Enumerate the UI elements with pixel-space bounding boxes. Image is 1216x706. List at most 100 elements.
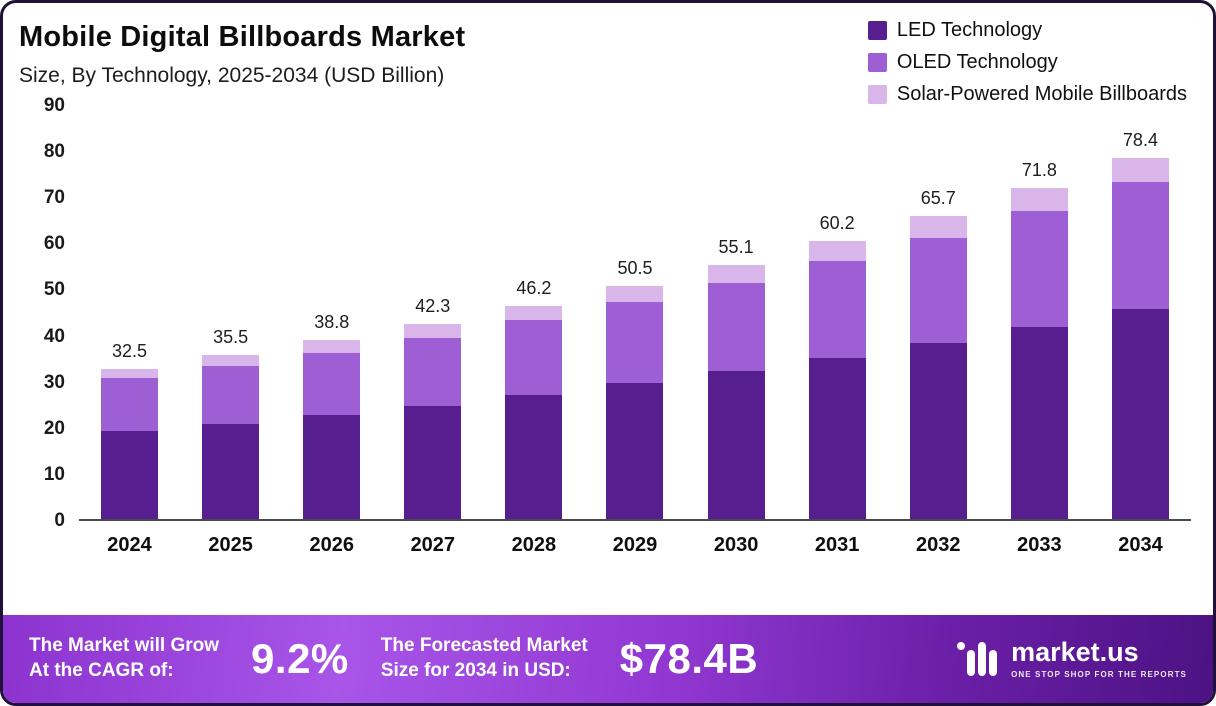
brand-tagline: ONE STOP SHOP FOR THE REPORTS <box>1011 670 1187 679</box>
bar-segment <box>808 241 866 262</box>
bar-group: 50.5 <box>584 258 685 519</box>
bar-segment <box>1111 308 1169 519</box>
chart-subtitle: Size, By Technology, 2025-2034 (USD Bill… <box>19 64 445 87</box>
y-tick-label: 60 <box>43 233 65 255</box>
bar-segment <box>505 320 563 395</box>
plot-column: 32.5 35.5 38.8 42.3 46.2 50.5 55.1 60.2 65.7 71.8… <box>79 106 1191 557</box>
brand-name: market.us <box>1011 637 1139 667</box>
bar-segment <box>1111 182 1169 309</box>
bar-segment <box>1010 187 1068 211</box>
bar-group: 78.4 <box>1090 129 1191 519</box>
bar-group: 42.3 <box>382 296 483 519</box>
bar-segment <box>909 343 967 519</box>
stacked-bar <box>101 369 159 519</box>
bar-segment <box>1111 157 1169 183</box>
bar-segment <box>303 352 361 416</box>
legend-item: LED Technology <box>867 19 1187 42</box>
x-tick-label: 2030 <box>713 534 759 556</box>
brand-logo: market.us ONE STOP SHOP FOR THE REPORTS <box>955 636 1187 682</box>
bar-segment <box>202 366 260 425</box>
y-tick-label: 70 <box>43 187 65 209</box>
brand-text: market.us ONE STOP SHOP FOR THE REPORTS <box>1011 637 1187 680</box>
bar-group: 38.8 <box>281 312 382 519</box>
bar-group: 32.5 <box>79 341 180 519</box>
bar-segment <box>404 337 462 407</box>
bar-segment <box>707 371 765 519</box>
y-tick-label: 0 <box>54 510 65 531</box>
x-tick-label: 2031 <box>814 534 860 556</box>
bar-segment <box>707 264 765 283</box>
cagr-value: 9.2% <box>251 635 349 682</box>
bar-segment <box>909 216 967 238</box>
stats-footer: The Market will Grow At the CAGR of: 9.2… <box>3 615 1213 703</box>
bar-value-label: 32.5 <box>112 341 148 362</box>
y-tick-label: 20 <box>43 417 65 439</box>
chart-header: Mobile Digital Billboards Market Size, B… <box>3 3 1213 105</box>
bar-group: 35.5 <box>180 327 281 519</box>
plot-area: 32.5 35.5 38.8 42.3 46.2 50.5 55.1 60.2 65.7 71.8… <box>79 106 1191 521</box>
x-tick-label: 2026 <box>309 534 354 556</box>
legend: LED Technology OLED Technology Solar-Power… <box>867 19 1187 106</box>
stacked-bar <box>909 216 967 519</box>
bar-segment <box>505 394 563 519</box>
bar-segment <box>505 305 563 321</box>
bar-segment <box>606 286 664 303</box>
forecast-value: $78.4B <box>619 635 759 682</box>
bar-segment <box>303 340 361 353</box>
stacked-bar <box>1010 187 1068 519</box>
stacked-bar <box>202 355 260 519</box>
bar-segment <box>101 431 159 519</box>
bar-segment <box>202 424 260 519</box>
bar-segment <box>707 282 765 372</box>
bar-segment <box>1010 326 1068 519</box>
bar-group: 65.7 <box>888 188 989 519</box>
stacked-bar <box>1111 157 1169 519</box>
y-tick-label: 50 <box>43 279 65 301</box>
y-tick-label: 80 <box>43 141 65 163</box>
legend-label: Solar-Powered Mobile Billboards <box>896 83 1187 105</box>
x-tick-label: 2033 <box>1017 534 1062 556</box>
legend-swatch-icon <box>867 53 887 72</box>
y-tick-label: 30 <box>43 371 65 393</box>
bar-value-label: 65.7 <box>920 188 956 209</box>
bar-value-label: 42.3 <box>415 295 451 316</box>
stacked-bar <box>404 323 462 519</box>
bar-segment <box>606 302 664 384</box>
forecast-label: The Forecasted Market Size for 2034 in U… <box>380 635 588 681</box>
legend-swatch-icon <box>867 85 887 104</box>
marketus-icon <box>957 642 998 676</box>
bar-group: 71.8 <box>989 160 1090 519</box>
x-tick-label: 2029 <box>612 534 658 556</box>
bar-segment <box>303 415 361 519</box>
bar-value-label: 78.4 <box>1122 129 1158 150</box>
bar-group: 60.2 <box>787 213 888 519</box>
cagr-label: The Market will Grow At the CAGR of: <box>29 635 220 681</box>
bar-segment <box>101 369 159 379</box>
legend-item: OLED Technology <box>867 51 1187 74</box>
bar-value-label: 38.8 <box>314 312 350 333</box>
stacked-bar <box>707 264 765 519</box>
x-tick-label: 2025 <box>208 534 253 556</box>
legend-item: Solar-Powered Mobile Billboards <box>867 83 1187 106</box>
legend-swatch-icon <box>867 21 887 40</box>
legend-label: LED Technology <box>896 19 1043 41</box>
bar-segment <box>404 406 462 519</box>
stacked-bar <box>505 305 563 519</box>
chart-title: Mobile Digital Billboards Market <box>19 21 466 53</box>
bar-value-label: 55.1 <box>718 236 754 257</box>
x-tick-label: 2024 <box>107 534 152 556</box>
y-tick-label: 90 <box>43 95 65 116</box>
x-tick-label: 2032 <box>916 534 961 556</box>
bar-segment <box>909 237 967 344</box>
bar-segment <box>808 261 866 359</box>
bar-segment <box>202 355 260 367</box>
bar-segment <box>808 358 866 519</box>
y-tick-label: 40 <box>43 325 65 347</box>
bar-value-label: 50.5 <box>617 258 653 279</box>
bar-segment <box>606 383 664 519</box>
bar-segment <box>404 323 462 338</box>
bar-value-label: 60.2 <box>819 213 855 234</box>
stacked-bar <box>303 340 361 519</box>
bar-segment <box>101 378 159 432</box>
